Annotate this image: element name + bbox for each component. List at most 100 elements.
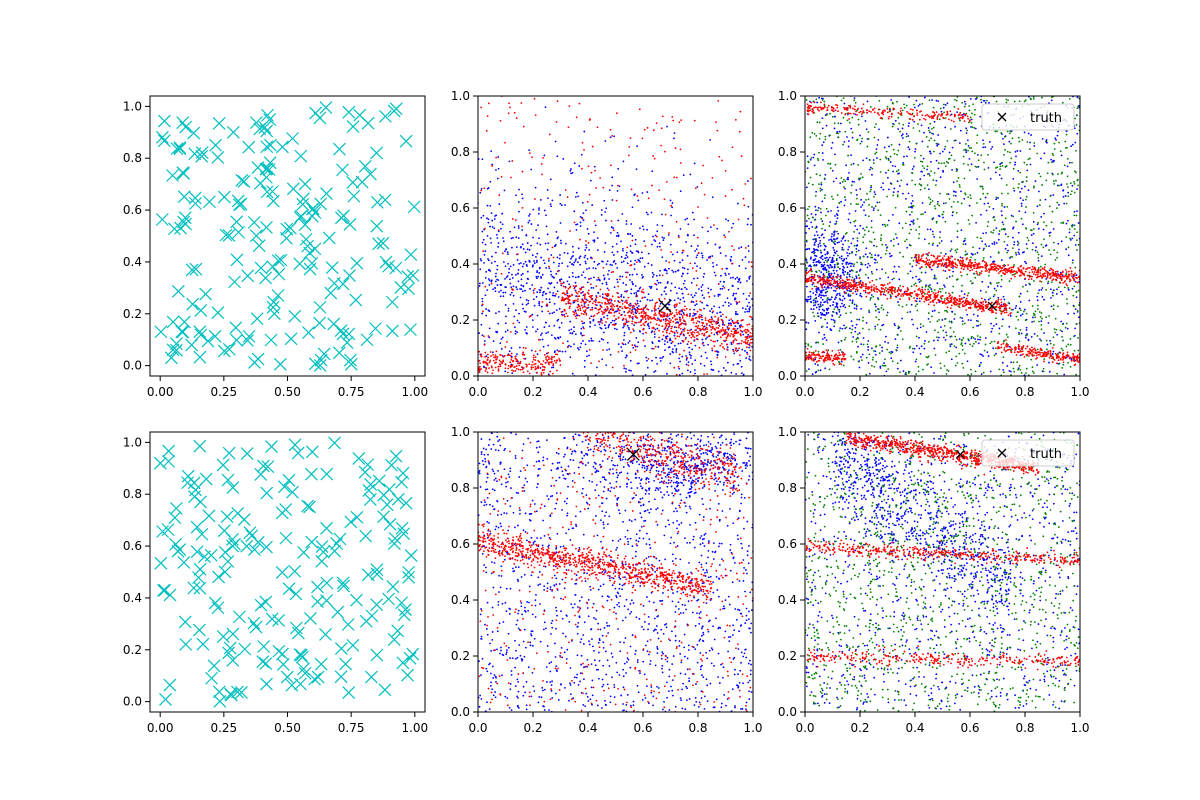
data-point bbox=[504, 304, 507, 306]
data-point bbox=[706, 217, 709, 219]
data-point bbox=[842, 265, 845, 268]
data-point bbox=[943, 364, 946, 367]
data-point bbox=[622, 318, 625, 321]
data-point bbox=[750, 177, 752, 180]
data-point bbox=[718, 293, 721, 296]
y-tick-label: 0.4 bbox=[451, 257, 470, 271]
data-point bbox=[734, 325, 737, 327]
data-point bbox=[672, 271, 675, 273]
data-point bbox=[971, 112, 973, 115]
data-point bbox=[209, 138, 222, 152]
data-point bbox=[1066, 327, 1069, 330]
data-point bbox=[617, 285, 620, 288]
data-point bbox=[714, 350, 717, 353]
data-point bbox=[879, 277, 881, 280]
data-point bbox=[684, 305, 686, 308]
data-point bbox=[260, 185, 274, 199]
data-point bbox=[498, 365, 500, 368]
data-point bbox=[579, 346, 582, 349]
data-point bbox=[537, 224, 539, 227]
data-point bbox=[822, 242, 825, 245]
data-point bbox=[806, 298, 809, 301]
data-point bbox=[679, 318, 681, 320]
data-point bbox=[621, 342, 624, 345]
data-point bbox=[496, 284, 499, 286]
data-point bbox=[660, 144, 662, 147]
data-point bbox=[1073, 180, 1075, 183]
data-point bbox=[880, 186, 883, 189]
data-point bbox=[886, 348, 889, 351]
data-point bbox=[995, 198, 998, 201]
data-point bbox=[737, 322, 740, 325]
data-point bbox=[637, 251, 640, 254]
data-point bbox=[584, 343, 587, 346]
data-point bbox=[840, 257, 843, 260]
data-point bbox=[678, 121, 681, 124]
data-point bbox=[920, 124, 923, 127]
data-point bbox=[480, 323, 483, 326]
data-point bbox=[719, 344, 722, 347]
data-point bbox=[852, 162, 855, 165]
data-point bbox=[1027, 339, 1030, 342]
data-point bbox=[1055, 207, 1058, 210]
data-point bbox=[674, 322, 677, 324]
data-point bbox=[597, 301, 600, 304]
data-point bbox=[510, 358, 513, 361]
data-point bbox=[893, 323, 896, 325]
data-point bbox=[872, 356, 874, 359]
data-point bbox=[819, 290, 822, 292]
data-point bbox=[490, 282, 493, 285]
data-point bbox=[818, 308, 821, 311]
data-point bbox=[605, 302, 608, 305]
data-point bbox=[540, 163, 543, 165]
data-point bbox=[682, 328, 684, 331]
data-point bbox=[658, 274, 661, 277]
data-point bbox=[816, 312, 819, 315]
data-point bbox=[499, 119, 502, 122]
data-point bbox=[516, 319, 519, 322]
data-point bbox=[862, 159, 864, 162]
data-point bbox=[610, 305, 613, 308]
data-point bbox=[1012, 177, 1015, 180]
data-point bbox=[495, 156, 498, 159]
data-point bbox=[906, 246, 909, 249]
data-point bbox=[510, 176, 512, 179]
data-point bbox=[833, 320, 836, 322]
data-point bbox=[607, 324, 610, 327]
data-point bbox=[569, 169, 572, 172]
data-point bbox=[860, 198, 863, 201]
data-point bbox=[1064, 195, 1067, 197]
data-point bbox=[898, 251, 901, 254]
data-point bbox=[853, 99, 856, 102]
data-point bbox=[1063, 202, 1066, 205]
data-point bbox=[585, 240, 587, 242]
data-point bbox=[512, 285, 515, 288]
data-point bbox=[703, 193, 706, 196]
data-point bbox=[871, 256, 874, 259]
data-point bbox=[485, 308, 487, 310]
data-point bbox=[549, 283, 552, 285]
data-point bbox=[655, 274, 658, 277]
data-point bbox=[827, 259, 829, 262]
data-point bbox=[510, 355, 513, 358]
data-point bbox=[705, 326, 708, 329]
data-point bbox=[499, 295, 502, 298]
data-point bbox=[668, 232, 670, 234]
data-point bbox=[567, 287, 570, 290]
data-point bbox=[668, 339, 671, 342]
data-point bbox=[578, 314, 581, 317]
data-point bbox=[823, 286, 826, 288]
data-point bbox=[575, 295, 578, 297]
data-point bbox=[652, 129, 655, 132]
data-point bbox=[679, 261, 681, 264]
data-point bbox=[867, 276, 870, 279]
data-point bbox=[641, 297, 644, 300]
data-point bbox=[821, 127, 824, 130]
data-point bbox=[514, 219, 517, 222]
data-point bbox=[536, 259, 538, 262]
data-point bbox=[593, 165, 596, 168]
series-p1-1 bbox=[560, 276, 753, 359]
x-tick-label: 0.2 bbox=[523, 385, 542, 399]
data-point bbox=[865, 128, 868, 131]
data-point bbox=[1002, 137, 1004, 140]
